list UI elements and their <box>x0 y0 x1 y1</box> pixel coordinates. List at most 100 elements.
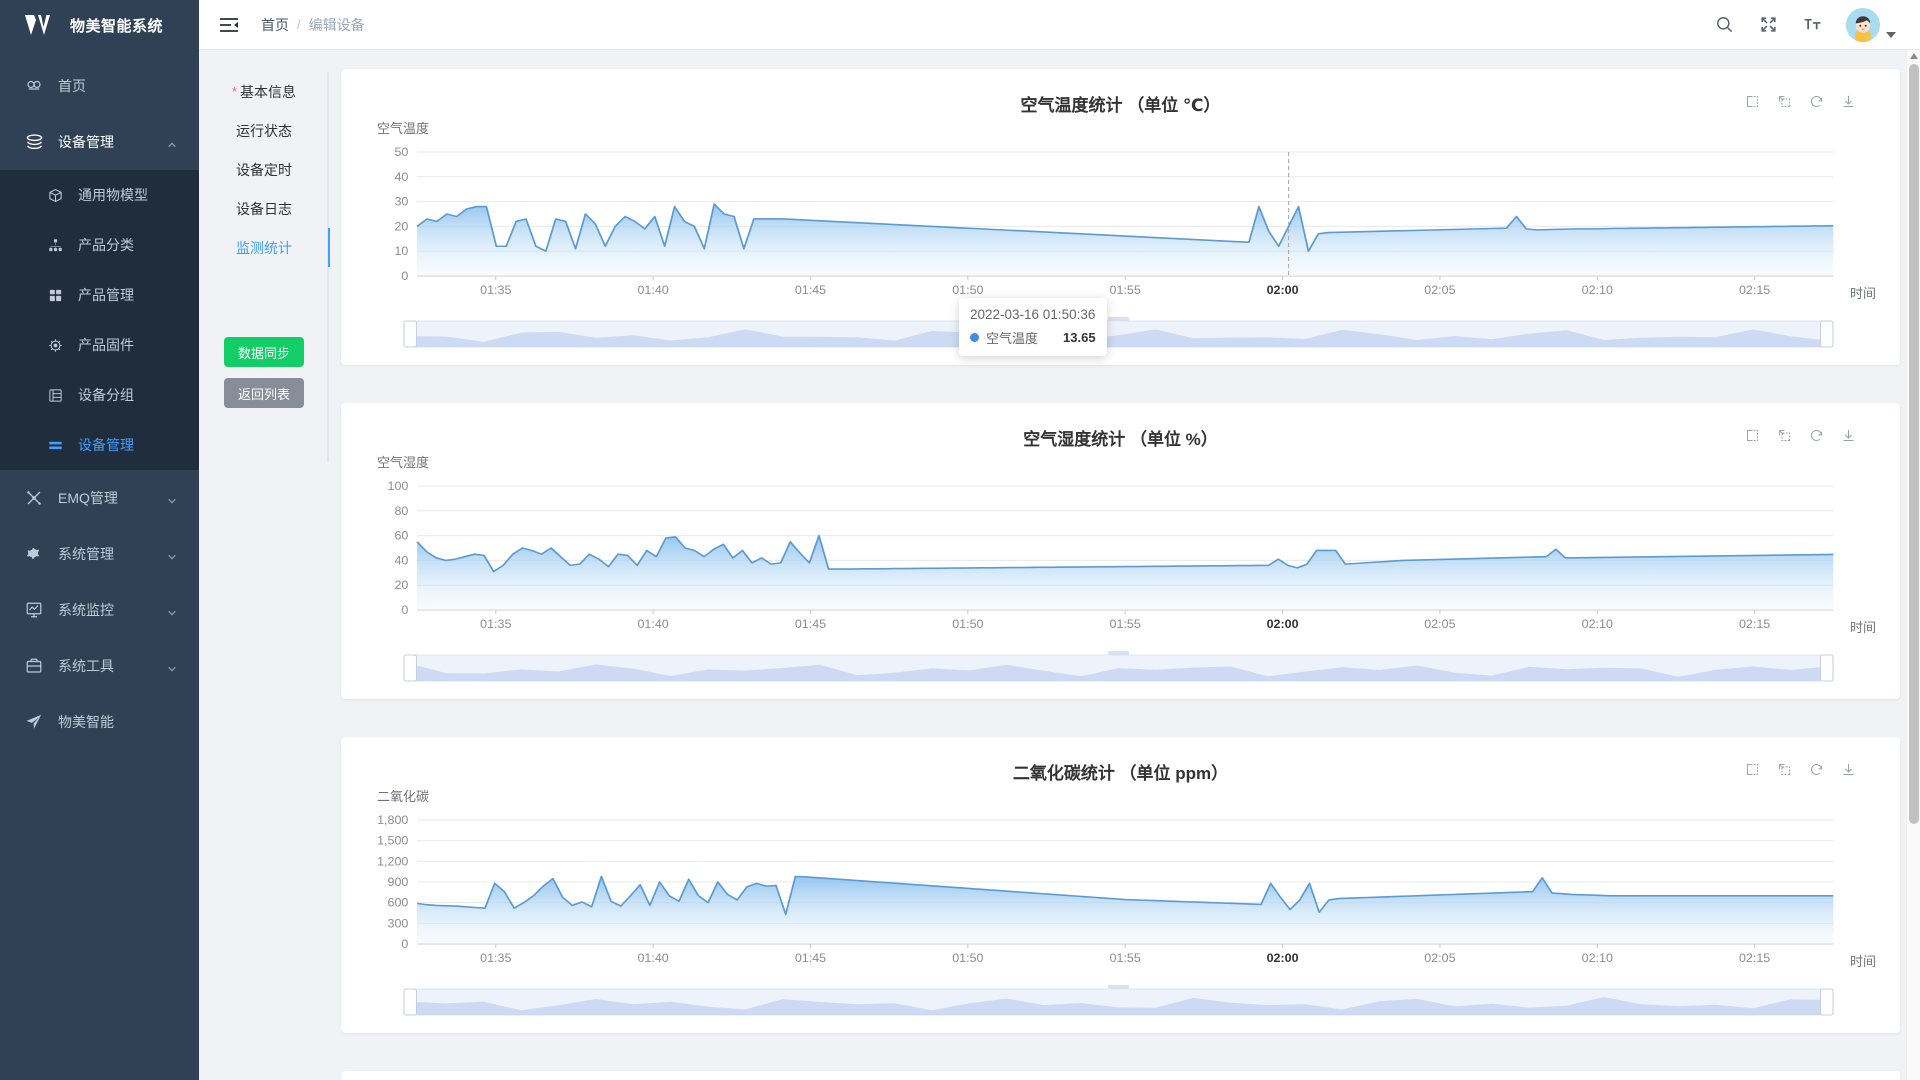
fullscreen-icon[interactable] <box>1758 15 1778 35</box>
chevron-down-icon <box>167 493 177 504</box>
sidebar-item-label: 系统管理 <box>58 546 114 562</box>
sidebar-item-system-monitor[interactable]: 系统监控 <box>0 582 199 638</box>
charts-container: 空气温度统计 （单位 ℃） 空气温度 0 10 20 30 40 50 01:35 01:40 01… <box>329 50 1920 1080</box>
sidebar-item-wumei-ai[interactable]: 物美智能 <box>0 694 199 750</box>
svg-text:02:15: 02:15 <box>1739 951 1771 964</box>
chart-datazoom-slider[interactable] <box>341 978 1900 1023</box>
svg-text:100: 100 <box>388 479 409 492</box>
chevron-down-icon <box>167 661 177 672</box>
zoom-restore-icon[interactable] <box>1777 762 1792 777</box>
breadcrumb-home[interactable]: 首页 <box>261 16 289 33</box>
sidebar-item-home[interactable]: 首页 <box>0 58 199 114</box>
svg-text:0: 0 <box>401 269 408 282</box>
sidebar-item-device-management-sub[interactable]: 设备管理 <box>0 420 199 470</box>
tab-running-status[interactable]: 运行状态 <box>199 111 329 150</box>
tab-device-log[interactable]: 设备日志 <box>199 189 329 228</box>
chart-toolbox <box>1745 762 1856 777</box>
refresh-icon[interactable] <box>1809 94 1824 109</box>
form-step-nav: * 基本信息 运行状态 设备定时 设备日志 监测统计 <box>199 50 330 1080</box>
sidebar-item-device-management[interactable]: 设备管理 <box>0 114 199 170</box>
sidebar-item-emq[interactable]: EMQ管理 <box>0 470 199 526</box>
grid-icon <box>46 286 64 304</box>
main-area: 首页 / 编辑设备 <box>199 0 1920 1080</box>
tab-divider <box>327 72 329 462</box>
breadcrumb-separator: / <box>297 17 301 32</box>
sidebar-item-label: 设备管理 <box>78 437 134 453</box>
sidebar-item-system-tools[interactable]: 系统工具 <box>0 638 199 694</box>
sidebar-item-product-category[interactable]: 产品分类 <box>0 220 199 270</box>
gear-icon <box>24 544 44 564</box>
logo[interactable]: 物美智能系统 <box>0 0 199 50</box>
svg-text:02:00: 02:00 <box>1267 617 1299 630</box>
svg-text:10: 10 <box>394 245 408 258</box>
zoom-rect-icon[interactable] <box>1745 762 1760 777</box>
tooltip-value: 13.65 <box>1063 330 1096 345</box>
svg-text:40: 40 <box>394 554 408 567</box>
sync-data-button[interactable]: 数据同步 <box>224 337 304 367</box>
chart-tooltip: 2022-03-16 01:50:36 空气温度 13.65 <box>959 298 1107 356</box>
svg-text:02:00: 02:00 <box>1267 283 1299 296</box>
emq-icon <box>24 488 44 508</box>
chart-plot[interactable]: 空气湿度 0 20 40 60 80 100 01:35 01:40 01:45 01:50 01:5… <box>341 450 1900 644</box>
send-icon <box>24 712 44 732</box>
vertical-scrollbar[interactable] <box>1906 50 1920 1080</box>
svg-text:01:35: 01:35 <box>480 617 512 630</box>
sidebar-item-label: 产品固件 <box>78 337 134 353</box>
svg-text:0: 0 <box>401 937 408 950</box>
chart-datazoom-slider[interactable] <box>341 310 1900 355</box>
chevron-down-icon <box>1886 31 1896 38</box>
form-step-tabs: * 基本信息 运行状态 设备定时 设备日志 监测统计 <box>199 72 330 462</box>
zoom-rect-icon[interactable] <box>1745 428 1760 443</box>
sidebar-item-system-management[interactable]: 系统管理 <box>0 526 199 582</box>
font-size-icon[interactable] <box>1802 15 1822 35</box>
tab-monitor-stats[interactable]: 监测统计 <box>199 228 329 267</box>
sidebar-item-label: EMQ管理 <box>58 490 118 506</box>
content: * 基本信息 运行状态 设备定时 设备日志 监测统计 <box>199 50 1920 1080</box>
breadcrumb-current: 编辑设备 <box>308 16 365 33</box>
tab-device-timer[interactable]: 设备定时 <box>199 150 329 189</box>
download-icon[interactable] <box>1841 428 1856 443</box>
search-icon[interactable] <box>1714 15 1734 35</box>
svg-text:01:45: 01:45 <box>795 617 827 630</box>
tooltip-row: 空气温度 13.65 <box>970 328 1096 347</box>
tab-label: 设备定时 <box>236 161 292 178</box>
chart-datazoom-slider[interactable] <box>341 644 1900 689</box>
sidebar-item-label: 产品管理 <box>78 287 134 303</box>
refresh-icon[interactable] <box>1809 428 1824 443</box>
form-actions: 数据同步 返回列表 <box>199 337 329 408</box>
avatar[interactable] <box>1846 7 1896 42</box>
wm-logo-icon <box>24 14 56 36</box>
chip-icon <box>46 336 64 354</box>
chart-plot[interactable]: 空气温度 0 10 20 30 40 50 01:35 01:40 01:45 01:50 01:55… <box>341 116 1900 310</box>
hamburger-icon[interactable] <box>219 17 239 33</box>
svg-text:01:40: 01:40 <box>637 617 669 630</box>
sidebar-item-product-management[interactable]: 产品管理 <box>0 270 199 320</box>
sidebar-item-product-firmware[interactable]: 产品固件 <box>0 320 199 370</box>
scroll-up-arrow[interactable] <box>1910 53 1918 59</box>
svg-text:40: 40 <box>394 170 408 183</box>
download-icon[interactable] <box>1841 94 1856 109</box>
chart-card: 空气湿度统计 （单位 %） 空气湿度 0 20 40 60 80 100 01:35 01:40 0… <box>341 403 1900 699</box>
sidebar-item-device-group[interactable]: 设备分组 <box>0 370 199 420</box>
svg-text:01:50: 01:50 <box>952 617 984 630</box>
sidebar-item-general-model[interactable]: 通用物模型 <box>0 170 199 220</box>
chart-card: 空气温度统计 （单位 ℃） 空气温度 0 10 20 30 40 50 01:35 01:40 01… <box>341 69 1900 365</box>
group-icon <box>46 386 64 404</box>
chart-plot[interactable]: 二氧化碳 0 300 600 900 1,200 1,500 1,800 01:35 01:40 0… <box>341 784 1900 978</box>
svg-text:02:05: 02:05 <box>1424 951 1456 964</box>
zoom-restore-icon[interactable] <box>1777 94 1792 109</box>
chart-title: 空气湿度统计 （单位 %） <box>1023 430 1218 449</box>
back-to-list-button[interactable]: 返回列表 <box>224 378 304 408</box>
refresh-icon[interactable] <box>1809 762 1824 777</box>
scrollbar-thumb[interactable] <box>1909 64 1919 824</box>
tab-label: 运行状态 <box>236 122 292 139</box>
topbar: 首页 / 编辑设备 <box>199 0 1920 50</box>
svg-text:02:10: 02:10 <box>1582 951 1614 964</box>
zoom-rect-icon[interactable] <box>1745 94 1760 109</box>
svg-text:02:00: 02:00 <box>1267 951 1299 964</box>
download-icon[interactable] <box>1841 762 1856 777</box>
svg-text:02:05: 02:05 <box>1424 283 1456 296</box>
tab-basic-info[interactable]: * 基本信息 <box>199 72 329 111</box>
svg-text:02:10: 02:10 <box>1582 617 1614 630</box>
zoom-restore-icon[interactable] <box>1777 428 1792 443</box>
